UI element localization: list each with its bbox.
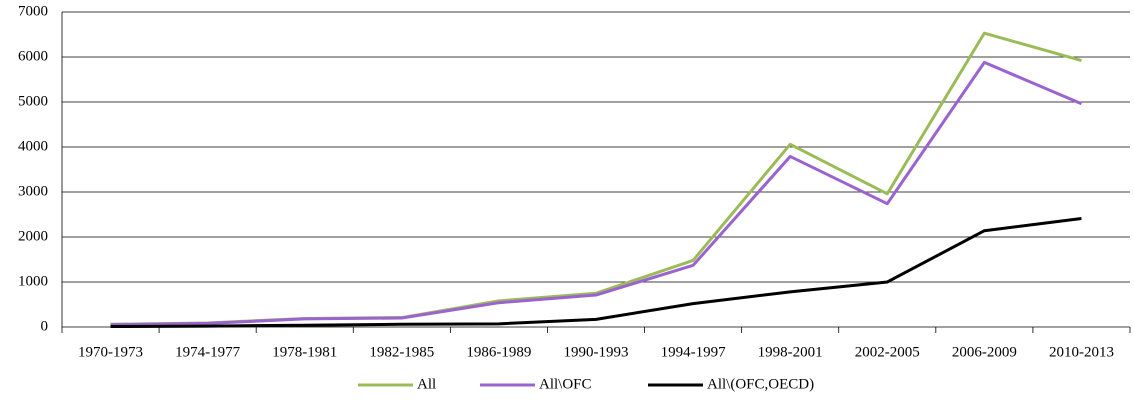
y-tick-label: 6000	[18, 48, 48, 64]
x-tick-label: 1998-2001	[758, 344, 823, 360]
series-line	[110, 217, 1082, 329]
x-tick-label: 1982-1985	[369, 344, 434, 360]
legend-label: All	[417, 376, 436, 392]
legend-label: All\OFC	[539, 376, 592, 392]
x-tick-label: 2006-2009	[952, 344, 1017, 360]
y-tick-label: 2000	[18, 228, 48, 244]
y-tick-label: 1000	[18, 273, 48, 289]
y-tick-label: 4000	[18, 138, 48, 154]
legend-label: All\(OFC,OECD)	[707, 376, 814, 392]
x-tick-label: 1986-1989	[466, 344, 531, 360]
series-line	[110, 31, 1082, 326]
x-tick-label: 2010-2013	[1049, 344, 1114, 360]
x-tick-label: 1974-1977	[175, 344, 240, 360]
x-tick-label: 1990-1993	[564, 344, 629, 360]
x-tick-label: 2002-2005	[855, 344, 920, 360]
x-tick-label: 1978-1981	[272, 344, 337, 360]
y-tick-label: 5000	[18, 93, 48, 109]
x-tick-label: 1994-1997	[661, 344, 726, 360]
x-tick-label: 1970-1973	[78, 344, 143, 360]
y-tick-label: 0	[41, 318, 49, 334]
series-line	[110, 60, 1083, 327]
y-tick-label: 7000	[18, 3, 48, 19]
y-tick-label: 3000	[18, 183, 48, 199]
